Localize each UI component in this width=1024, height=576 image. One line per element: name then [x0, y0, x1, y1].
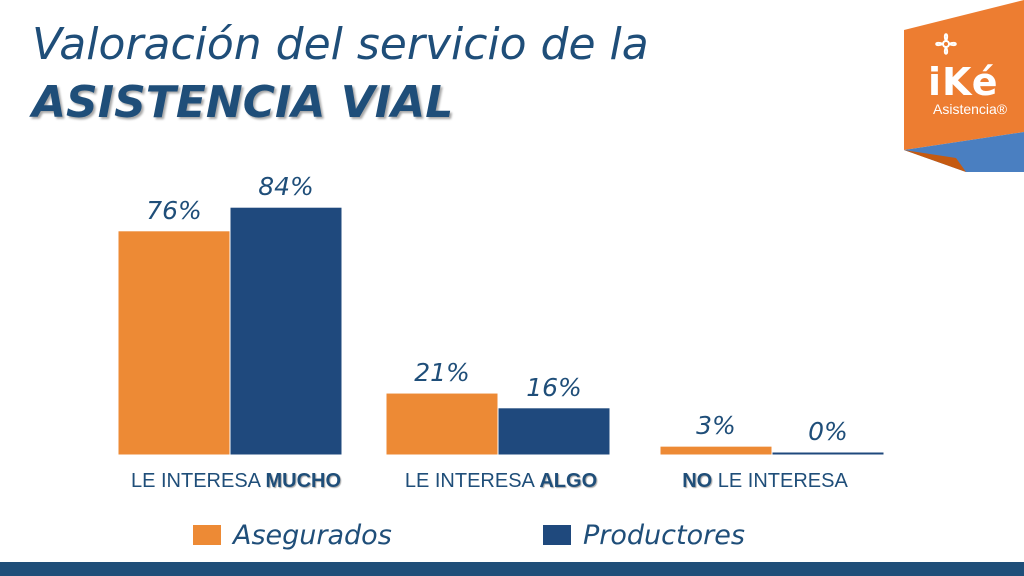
- data-label-productores-1: 16%: [526, 373, 582, 402]
- data-label-asegurados-1: 21%: [414, 358, 470, 387]
- category-label-1: LE INTERESA ALGO: [405, 470, 597, 492]
- bar-productores-2: [771, 451, 885, 456]
- logo-ribbon: [904, 0, 1024, 172]
- category-label-0-part-0: LE INTERESA: [131, 470, 266, 492]
- legend-item-asegurados: Asegurados: [193, 518, 392, 552]
- bar-asegurados-0: [117, 230, 231, 456]
- category-label-0-part-1: MUCHO: [265, 470, 341, 492]
- legend-swatch-asegurados: [193, 525, 221, 545]
- title-line-1: Valoración del servicio de la: [32, 19, 649, 70]
- ike-logo: [896, 0, 1024, 172]
- category-label-1-part-0: LE INTERESA: [405, 470, 540, 492]
- category-label-2-part-1: LE INTERESA: [712, 470, 848, 492]
- legend-swatch-productores: [543, 525, 571, 545]
- data-label-productores-2: 0%: [808, 417, 848, 446]
- data-label-productores-0: 84%: [258, 172, 314, 201]
- data-label-asegurados-2: 3%: [696, 411, 736, 440]
- bar-asegurados-2: [659, 445, 773, 456]
- category-label-1-part-1: ALGO: [539, 470, 597, 492]
- legend-label-productores: Productores: [583, 519, 745, 551]
- logo-name: iKé: [928, 60, 999, 104]
- data-label-asegurados-0: 76%: [146, 196, 202, 225]
- flower-icon: [935, 33, 957, 55]
- logo-subtitle: Asistencia®: [933, 101, 1008, 117]
- legend-label-asegurados: Asegurados: [233, 519, 392, 551]
- bottom-bar: [0, 562, 1024, 576]
- category-label-2-part-0: NO: [682, 470, 712, 492]
- bar-asegurados-1: [385, 392, 499, 456]
- bar-productores-1: [497, 407, 611, 456]
- category-label-2: NO LE INTERESA: [682, 470, 848, 492]
- legend-item-productores: Productores: [543, 518, 745, 552]
- category-label-0: LE INTERESA MUCHO: [131, 470, 341, 492]
- bar-productores-0: [229, 206, 343, 456]
- title-line-2: ASISTENCIA VIAL: [32, 77, 454, 128]
- page-title: Valoración del servicio de la ASISTENCIA…: [32, 16, 649, 132]
